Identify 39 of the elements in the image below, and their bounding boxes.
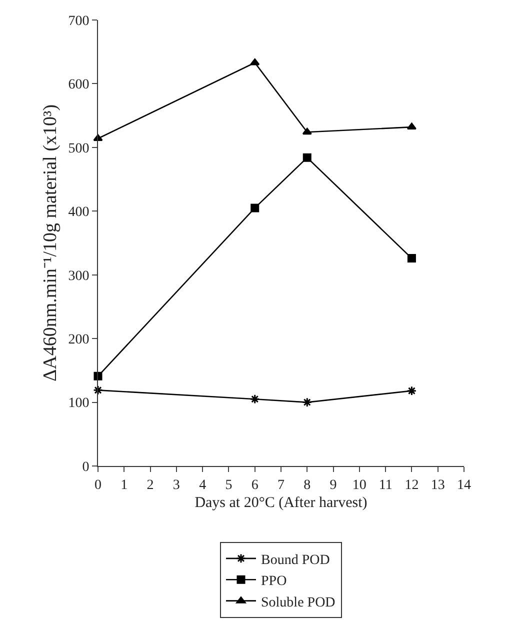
y-tick-label: 600 [68,78,90,93]
legend-label: PPO [261,574,287,590]
x-tick-label: 11 [378,478,392,493]
point [94,372,102,380]
x-tick-label: 4 [199,478,206,493]
point [302,128,312,135]
point [302,153,312,162]
y-axis-title: ΔA460nm.min⁻¹/10g material (x10³) [40,104,62,382]
x-tick-label: 7 [278,478,284,493]
y-tick-label: 500 [68,141,90,156]
point [406,122,416,130]
x-tick-label: 5 [225,478,232,493]
point [406,386,417,396]
y-tick-label: 200 [68,332,90,348]
x-tick-label: 8 [304,478,311,493]
x-tick-label: 9 [330,478,337,493]
x-tick-label: 1 [120,478,128,493]
point [250,204,260,212]
x-tick-label: 6 [251,478,258,493]
point [93,385,103,396]
x-tick-label: 14 [457,478,471,493]
point [302,397,312,408]
y-tick-label: 700 [68,14,90,29]
legend-label: Soluble POD [261,595,336,610]
y-tick-label: 0 [82,460,90,475]
x-axis-title: Days at 20°C (After harvest) [194,494,368,511]
legend-label: Bound POD [261,552,330,568]
x-tick-label: 13 [430,478,445,493]
point [407,254,416,263]
x-tick-label: 12 [404,478,419,493]
x-tick-label: 3 [172,478,180,493]
y-tick-label: 300 [68,268,90,284]
y-tick-label: 400 [68,205,90,220]
x-tick-label: 10 [352,478,366,493]
x-tick-label: 0 [94,478,102,493]
point [250,58,260,66]
x-tick-label: 2 [146,478,154,493]
point [250,394,260,404]
y-tick-label: 100 [68,396,90,412]
